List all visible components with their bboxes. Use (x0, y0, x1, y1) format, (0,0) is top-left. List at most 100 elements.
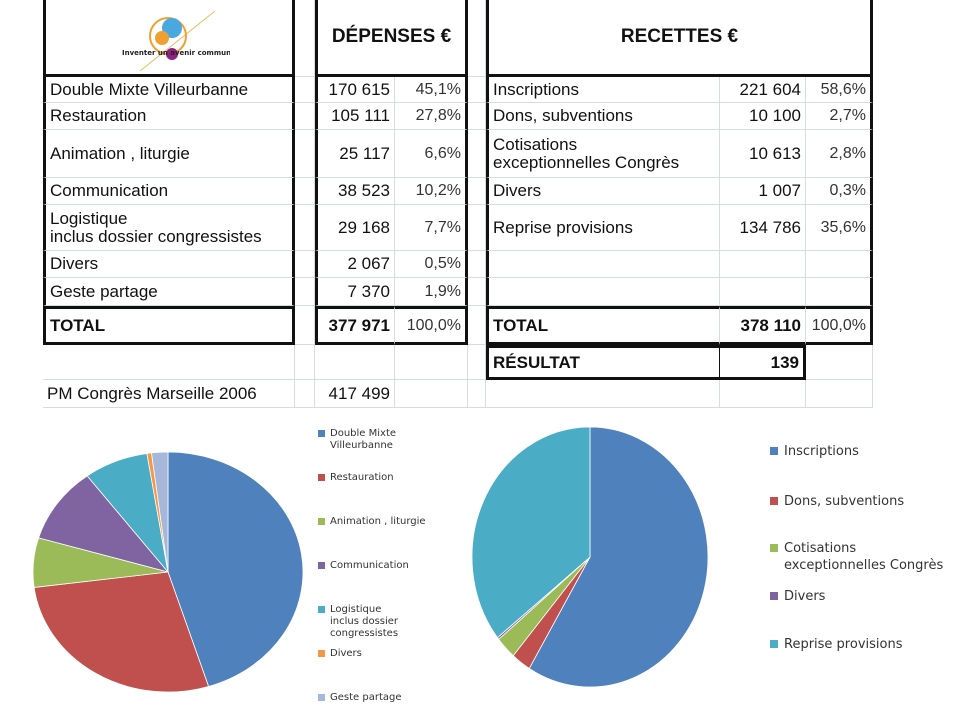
row-value: 2 067 (315, 251, 395, 278)
logo-cell (43, 0, 295, 77)
row-value-right: 221 604 (720, 77, 806, 103)
legend-label: Restauration (330, 472, 394, 483)
legend-swatch (770, 544, 778, 552)
legend-label: Reprise provisions (784, 637, 903, 652)
legend-item: Double Mixte Villeurbanne (318, 428, 396, 452)
svg-text:Inventer un avenir commun: Inventer un avenir commun (122, 49, 230, 57)
row-label-right: RÉSULTAT (486, 345, 720, 380)
legend-swatch (318, 606, 325, 613)
row-percent: 45,1% (395, 77, 468, 103)
row-label: Logistique inclus dossier congressistes (43, 205, 295, 251)
row-percent: 6,6% (395, 130, 468, 178)
pie-slice (38, 475, 170, 573)
legend-swatch (318, 562, 325, 569)
row-value: 417 499 (315, 380, 395, 408)
legend-swatch (770, 447, 778, 455)
spacer (468, 77, 486, 103)
pie-slice (167, 451, 304, 687)
pie-slice (528, 426, 709, 688)
row-label-right: Dons, subventions (486, 103, 720, 130)
spacer (295, 0, 315, 77)
row-percent-right: 0,3% (806, 178, 873, 205)
legend-item: Animation , liturgie (318, 516, 426, 528)
row-label-right: Reprise provisions (486, 205, 720, 251)
spacer (295, 278, 315, 306)
spacer (295, 103, 315, 130)
row-percent: 10,2% (395, 178, 468, 205)
row-percent-right: 2,7% (806, 103, 873, 130)
row-label: Geste partage (43, 278, 295, 306)
row-percent: 1,9% (395, 278, 468, 306)
legend-swatch (770, 640, 778, 648)
row-value: 25 117 (315, 130, 395, 178)
legend-item: Geste partage (318, 692, 402, 704)
row-label: Double Mixte Villeurbanne (43, 77, 295, 103)
row-value-right (720, 380, 806, 408)
legend-item: Cotisations exceptionnelles Congrès (770, 540, 943, 574)
spacer (295, 205, 315, 251)
spacer (295, 251, 315, 278)
legend-swatch (318, 430, 325, 437)
row-percent: 0,5% (395, 251, 468, 278)
row-label-right: Divers (486, 178, 720, 205)
row-label: Divers (43, 251, 295, 278)
pie-slice (151, 451, 169, 573)
row-percent (395, 380, 468, 408)
spacer (295, 130, 315, 178)
recettes-header: RECETTES € (486, 0, 873, 77)
legend-label: Communication (330, 560, 409, 571)
row-label: Restauration (43, 103, 295, 130)
spacer (295, 77, 315, 103)
legend-label: Animation , liturgie (330, 516, 426, 527)
row-value-right: 134 786 (720, 205, 806, 251)
spacer (468, 278, 486, 306)
legend-item: Restauration (318, 472, 394, 484)
legend-swatch (318, 694, 325, 701)
row-percent-right: 35,6% (806, 205, 873, 251)
row-percent-right (806, 251, 873, 278)
row-value-right: 10 613 (720, 130, 806, 178)
row-value-right: 378 110 (720, 306, 806, 345)
legend-swatch (770, 497, 778, 505)
budget-table: DÉPENSES € RECETTES € Double Mixte Villeur… (43, 0, 873, 408)
row-label-right: Cotisations exceptionnelles Congrès (486, 130, 720, 178)
row-value: 170 615 (315, 77, 395, 103)
legend-swatch (770, 592, 778, 600)
logo: Inventer un avenir commun (122, 10, 230, 72)
row-value: 377 971 (315, 306, 395, 345)
spacer (468, 306, 486, 345)
spacer (468, 0, 486, 77)
row-value: 38 523 (315, 178, 395, 205)
legend-label: Cotisations exceptionnelles Congrès (784, 541, 944, 573)
legend-item: Dons, subventions (770, 493, 904, 510)
row-value: 105 111 (315, 103, 395, 130)
row-label-right (486, 251, 720, 278)
spacer (468, 178, 486, 205)
row-value-right (720, 278, 806, 306)
row-label-right (486, 278, 720, 306)
pie-slice (33, 571, 210, 693)
legend-label: Inscriptions (784, 444, 859, 459)
row-label-right: Inscriptions (486, 77, 720, 103)
spacer (468, 345, 486, 380)
row-percent (395, 345, 468, 380)
spacer (295, 306, 315, 345)
row-percent-right: 100,0% (806, 306, 873, 345)
legend-label: Divers (330, 648, 362, 659)
row-value (315, 345, 395, 380)
legend-label: Double Mixte Villeurbanne (330, 428, 397, 451)
legend-item: Inscriptions (770, 443, 859, 460)
row-percent-right (806, 345, 873, 380)
row-percent: 27,8% (395, 103, 468, 130)
spacer (468, 251, 486, 278)
row-label: Animation , liturgie (43, 130, 295, 178)
legend-label: Divers (784, 589, 826, 604)
row-percent-right (806, 380, 873, 408)
row-label-right: TOTAL (486, 306, 720, 345)
row-label: TOTAL (43, 306, 295, 345)
row-percent-right: 58,6% (806, 77, 873, 103)
row-percent-right: 2,8% (806, 130, 873, 178)
row-value: 7 370 (315, 278, 395, 306)
row-label: Communication (43, 178, 295, 205)
